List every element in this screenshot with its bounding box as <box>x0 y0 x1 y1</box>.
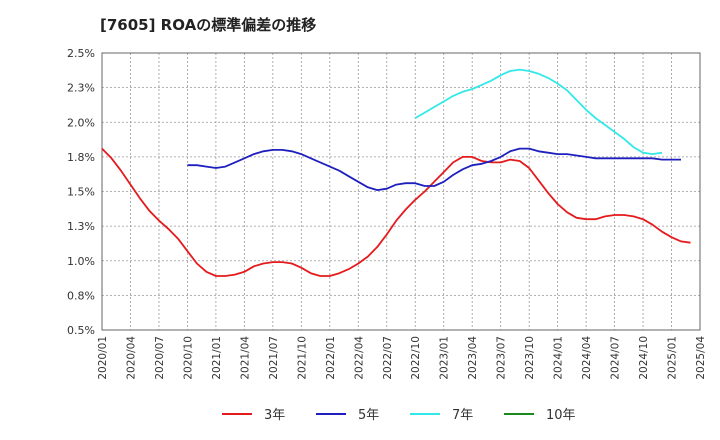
x-tick-label: 2024/07 <box>610 336 622 380</box>
series-line <box>414 68 663 156</box>
plot-area <box>102 53 700 330</box>
y-tick-label: 0.8% <box>67 289 95 302</box>
x-tick-label: 2025/01 <box>667 336 679 380</box>
x-tick-label: 2022/10 <box>410 336 422 380</box>
x-tick-label: 2023/07 <box>496 336 508 380</box>
x-tick-label: 2022/01 <box>325 336 337 380</box>
y-tick-label: 0.5% <box>67 324 95 337</box>
y-tick-label: 1.5% <box>67 186 95 199</box>
x-tick-label: 2021/07 <box>268 336 280 380</box>
x-tick-label: 2023/10 <box>524 336 536 380</box>
y-tick-label: 1.0% <box>67 255 95 268</box>
legend-label: 7年 <box>452 408 473 423</box>
x-tick-label: 2025/04 <box>695 336 707 380</box>
x-tick-label: 2023/01 <box>439 336 451 380</box>
series-line <box>187 147 681 192</box>
x-tick-label: 2020/07 <box>154 336 166 380</box>
x-tick-label: 2020/10 <box>182 336 194 380</box>
x-tick-label: 2024/01 <box>553 336 565 380</box>
x-tick-label: 2024/10 <box>638 336 650 380</box>
y-tick-label: 1.8% <box>67 151 95 164</box>
x-tick-label: 2021/10 <box>296 336 308 380</box>
x-tick-label: 2020/01 <box>97 336 109 380</box>
x-tick-label: 2021/04 <box>239 336 251 380</box>
chart-title: [7605] ROAの標準偏差の推移 <box>100 16 317 34</box>
legend-label: 10年 <box>546 408 576 423</box>
x-tick-label: 2024/04 <box>581 336 593 380</box>
x-tick-label: 2020/04 <box>125 336 137 380</box>
x-tick-label: 2022/04 <box>353 336 365 380</box>
y-tick-label: 2.3% <box>67 82 95 95</box>
legend-label: 5年 <box>358 408 379 423</box>
y-tick-label: 1.3% <box>67 220 95 233</box>
series-line <box>101 147 691 277</box>
plot-border <box>101 52 701 331</box>
x-tick-label: 2021/01 <box>211 336 223 380</box>
x-tick-label: 2022/07 <box>382 336 394 380</box>
x-tick-label: 2023/04 <box>467 336 479 380</box>
y-tick-label: 2.5% <box>67 47 95 60</box>
legend-label: 3年 <box>264 408 285 423</box>
y-tick-label: 2.0% <box>67 116 95 129</box>
